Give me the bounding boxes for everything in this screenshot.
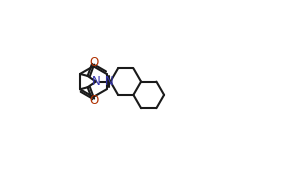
Text: N: N bbox=[92, 75, 100, 88]
Text: O: O bbox=[89, 94, 98, 107]
Text: O: O bbox=[89, 56, 98, 69]
Text: N: N bbox=[105, 75, 114, 88]
